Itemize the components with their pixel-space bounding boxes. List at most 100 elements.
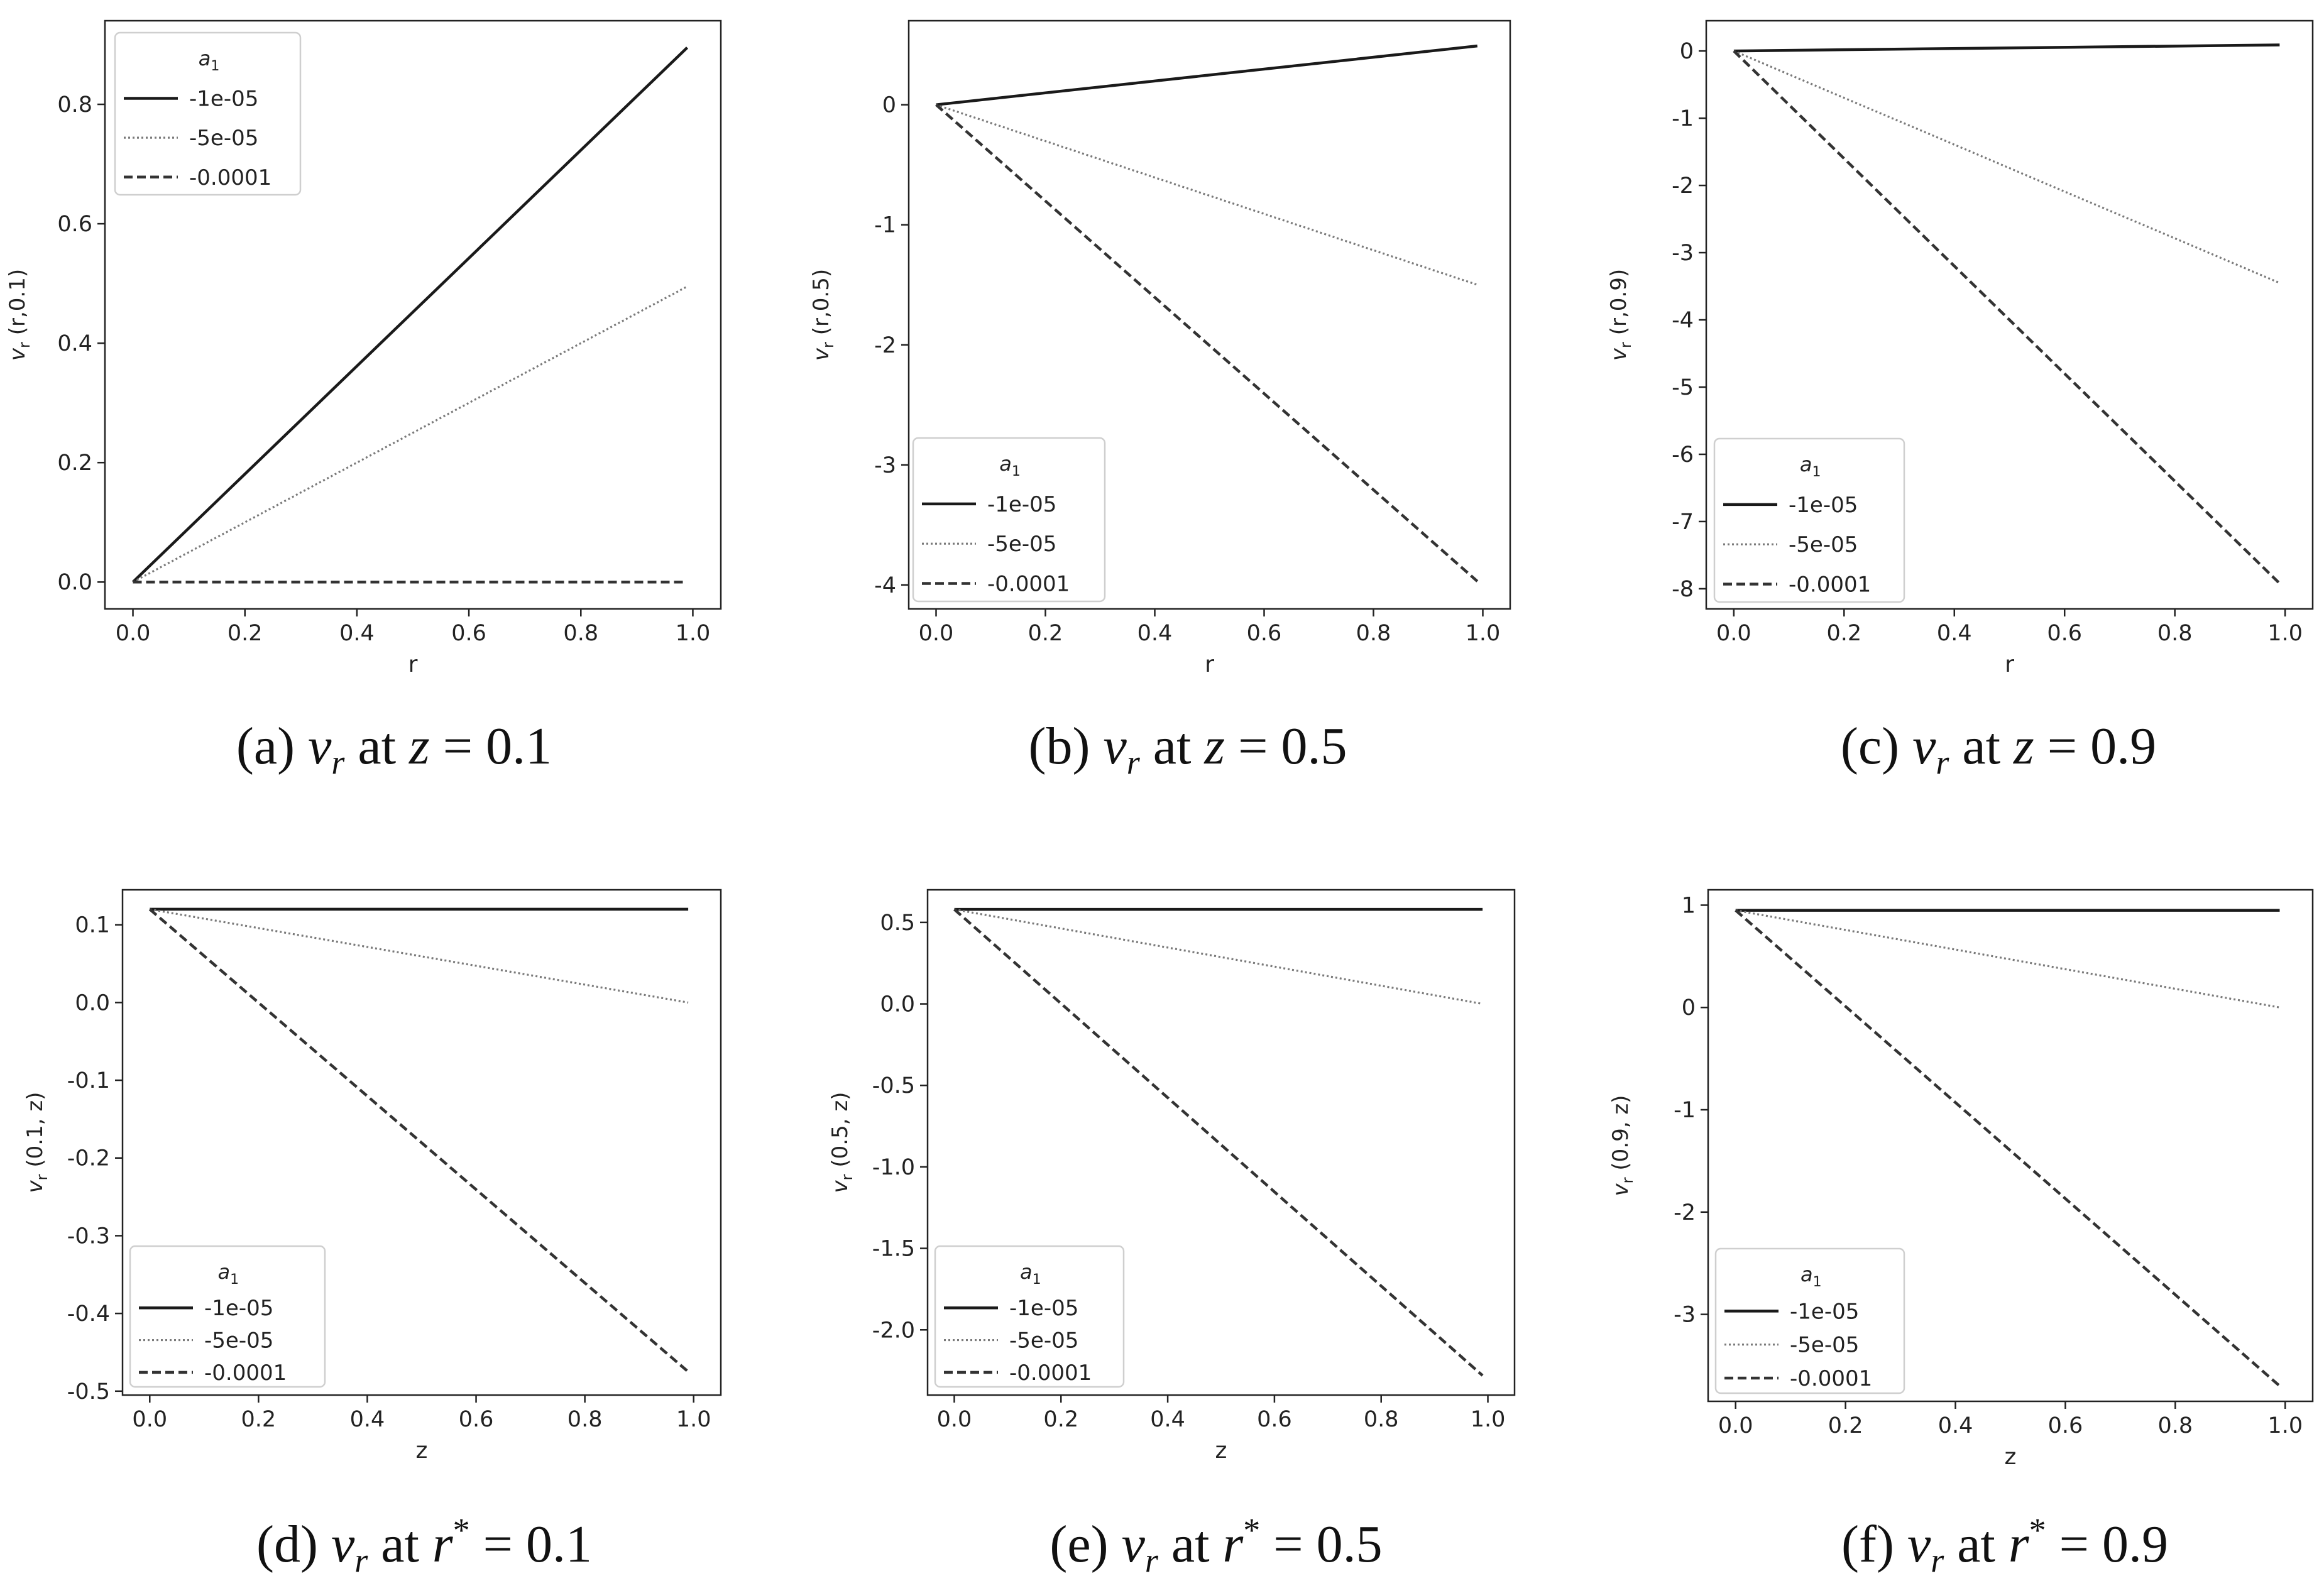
y-axis-label: vr (r,0.1) [5, 269, 33, 361]
legend-box [912, 437, 1106, 603]
legend-title: a1 [199, 47, 220, 74]
y-tick-label: -7 [1672, 510, 1694, 535]
x-tick-label: 0.6 [2047, 621, 2082, 646]
y-tick-label: -0.2 [67, 1146, 110, 1171]
legend-entry-label: -1e-05 [1789, 493, 1858, 518]
series-line--5e-05 [150, 908, 689, 1004]
x-tick-label: 1.0 [2267, 621, 2303, 646]
x-tick-label: 0.2 [1028, 621, 1063, 646]
y-tick-label: -5 [1672, 375, 1694, 400]
y-tick-label: -0.5 [872, 1073, 915, 1098]
legend-title: a1 [1800, 452, 1821, 480]
x-tick-label: 0.8 [563, 621, 598, 646]
x-tick-label: 0.4 [1137, 621, 1173, 646]
chart-panel-a: 0.0 0.2 0.4 0.6 0.8 1.0 0.0 0.2 0.4 0.6 0.8 r vr (r,… [5, 19, 722, 781]
x-tick-label: 0.6 [2048, 1413, 2083, 1438]
y-tick-label: -0.3 [67, 1223, 110, 1249]
chart-panel-b: 0.0 0.2 0.4 0.6 0.8 1.0 0 -1 -2 -3 -4 r vr (r,0.5) a1… [809, 19, 1511, 781]
legend-entry-label: -1e-05 [204, 1296, 273, 1321]
x-tick-label: 0.4 [350, 1407, 385, 1432]
series-line--0.0001 [1733, 50, 2281, 585]
x-tick-label: 0.8 [1356, 621, 1391, 646]
x-axis-label: z [1215, 1438, 1227, 1464]
y-tick-label: -2 [1672, 173, 1694, 199]
y-tick-label: -6 [1672, 442, 1694, 468]
x-tick-label: 0.8 [2157, 621, 2193, 646]
y-tick-label: 0.1 [75, 913, 110, 938]
legend-title: a1 [999, 452, 1021, 479]
y-tick-label: 0.0 [75, 990, 110, 1015]
legend-entry-label: -0.0001 [1009, 1360, 1092, 1386]
legend-box [114, 31, 302, 196]
legend: a1 -1e-05 -5e-05 -0.0001 [912, 437, 1106, 603]
series-line--1e-05 [1733, 43, 2280, 53]
panel-caption: (b) vr at z = 0.5 [1029, 717, 1347, 781]
x-tick-label: 0.0 [1716, 621, 1751, 646]
x-tick-label: 0.6 [1257, 1407, 1292, 1432]
series-line--1e-05 [936, 44, 1478, 106]
y-tick-label: -3 [874, 453, 896, 478]
x-axis-label: r [1205, 652, 1214, 677]
legend-entry-label: -0.0001 [987, 572, 1070, 597]
series-line--5e-05 [1733, 50, 2281, 284]
legend-entry-label: -1e-05 [1790, 1299, 1859, 1324]
legend-title: a1 [1801, 1262, 1822, 1290]
y-tick-label: 0 [882, 93, 896, 118]
legend-entry-label: -1e-05 [189, 86, 258, 111]
plot-area-frame [907, 19, 1511, 610]
legend-entry-label: -5e-05 [1789, 532, 1858, 557]
chart-panel-e: 0.0 0.2 0.4 0.6 0.8 1.0 0.5 0.0 -0.5 -1.0 -1.5 -2.0… [828, 889, 1516, 1579]
y-tick-label: 0.0 [57, 570, 92, 595]
x-tick-label: 0.6 [459, 1407, 494, 1432]
y-tick-label: -0.4 [67, 1301, 110, 1327]
legend-entry-label: -5e-05 [1790, 1333, 1859, 1358]
legend-entry-label: -0.0001 [1789, 572, 1871, 598]
x-tick-label: 1.0 [2267, 1413, 2303, 1438]
legend: a1 -1e-05 -5e-05 -0.0001 [934, 1245, 1125, 1388]
legend-entry-label: -5e-05 [189, 126, 258, 151]
legend: a1 -1e-05 -5e-05 -0.0001 [114, 31, 302, 196]
y-axis-label: vr (r,0.9) [1606, 269, 1635, 361]
legend-entry-label: -1e-05 [987, 492, 1056, 517]
plot-area-frame [104, 19, 722, 610]
chart-panel-d: 0.0 0.2 0.4 0.6 0.8 1.0 0.1 0.0 -0.1 -0.2 -0.3 -0.4… [23, 889, 722, 1579]
series-line--5e-05 [1735, 909, 2280, 1009]
series-line--5e-05 [935, 104, 1478, 286]
y-tick-label: -3 [1672, 241, 1694, 266]
x-tick-label: 0.2 [1826, 621, 1861, 646]
x-tick-label: 0.2 [241, 1407, 277, 1432]
y-tick-label: 0 [1680, 39, 1694, 64]
y-axis-label: vr (0.5, z) [828, 1092, 856, 1193]
panel-caption: (d) vr at r* = 0.1 [256, 1511, 592, 1579]
y-axis-label: vr (0.9, z) [1608, 1095, 1636, 1196]
x-tick-label: 0.0 [132, 1407, 167, 1432]
y-tick-label: 0 [1682, 995, 1696, 1021]
x-tick-label: 1.0 [1466, 621, 1501, 646]
y-tick-label: -2 [874, 333, 896, 358]
x-axis-label: z [2005, 1444, 2017, 1470]
x-tick-label: 0.2 [227, 621, 263, 646]
legend-box [934, 1245, 1125, 1388]
legend-title: a1 [1020, 1260, 1041, 1288]
plot-area-frame [1707, 889, 2314, 1403]
x-tick-label: 0.0 [1718, 1413, 1753, 1438]
series-line--1e-05 [131, 47, 689, 583]
x-tick-label: 0.4 [1150, 1407, 1185, 1432]
y-tick-label: 0.0 [880, 992, 915, 1017]
chart-panel-c: 0.0 0.2 0.4 0.6 0.8 1.0 0 -1 -2 -3 -4 -5 -6 -7 -8 r vr (… [1606, 19, 2314, 781]
x-tick-label: 0.6 [451, 621, 486, 646]
plot-area-frame [1705, 19, 2314, 610]
y-tick-label: -0.5 [67, 1379, 110, 1404]
plot-area-frame [121, 889, 722, 1396]
y-tick-label: -4 [1672, 308, 1694, 333]
legend: a1 -1e-05 -5e-05 -0.0001 [129, 1245, 326, 1388]
y-tick-label: -1.5 [872, 1237, 915, 1262]
panel-caption: (c) vr at z = 0.9 [1841, 717, 2156, 781]
x-axis-label: z [416, 1438, 428, 1464]
y-tick-label: 0.8 [57, 92, 92, 118]
x-tick-label: 1.0 [676, 621, 711, 646]
legend-entry-label: -5e-05 [1009, 1328, 1078, 1354]
x-tick-label: 0.2 [1043, 1407, 1078, 1432]
y-tick-label: -2 [1674, 1200, 1696, 1225]
